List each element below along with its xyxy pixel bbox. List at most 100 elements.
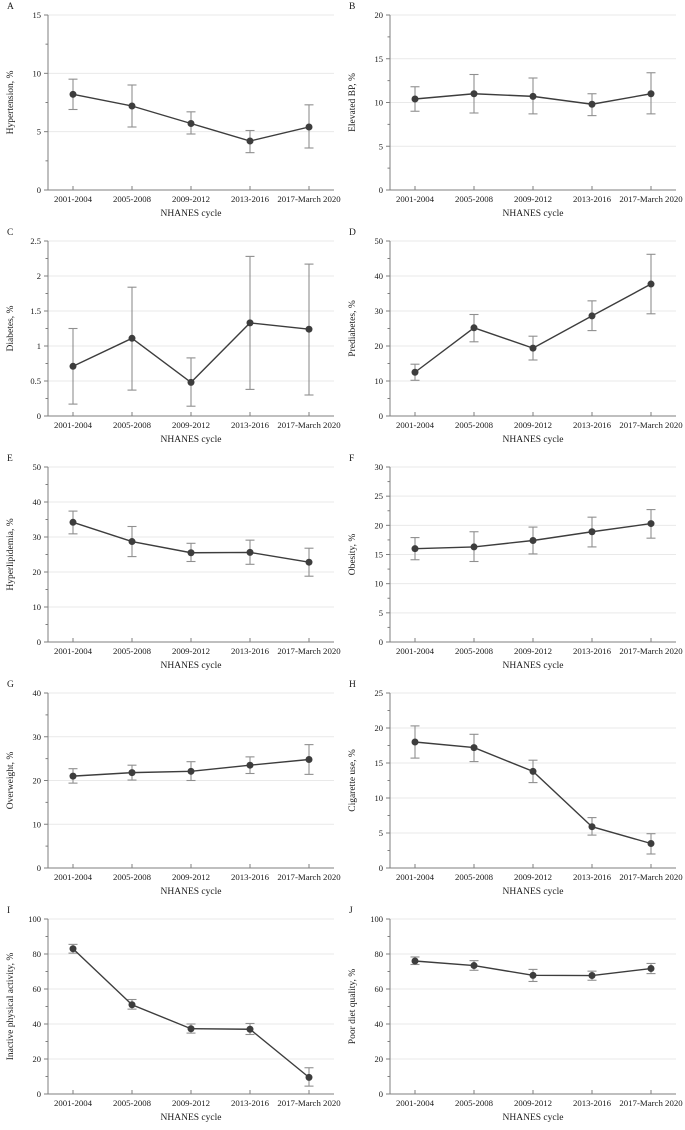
y-tick-label: 60 [33, 984, 42, 994]
panel-prediabetes: D 0 10 20 30 40 50 2001-2004 2005-2008 2009-2012… [342, 226, 685, 452]
data-point [128, 538, 136, 546]
x-tick-label: 2005-2008 [113, 1098, 152, 1108]
panel-letter-j: J [349, 906, 353, 916]
x-tick-label: 2005-2008 [455, 1098, 494, 1108]
y-axis-title: Hypertension, % [6, 70, 16, 134]
panel-letter-h: H [349, 680, 356, 690]
x-tick-label: 2017-March 2020 [277, 872, 341, 882]
y-tick-label: 0.5 [30, 376, 41, 386]
x-tick-label: 2009-2012 [514, 420, 552, 430]
hypertension-chart: 0 5 10 15 2001-2004 2005-2008 2009-2012 2013-20… [6, 10, 341, 219]
y-tick-label: 15 [33, 10, 42, 20]
x-tick-label: 2005-2008 [113, 420, 152, 430]
x-tick-label: 2017-March 2020 [619, 1098, 683, 1108]
data-point [588, 100, 596, 108]
panel-hyperlipidemia: E 0 10 20 30 40 50 2001-2004 2005-2008 2009-2012… [0, 452, 342, 678]
data-point [69, 945, 77, 953]
data-point [305, 123, 313, 131]
x-tick-label: 2001-2004 [396, 872, 435, 882]
elevated-bp-chart: 0 5 10 15 20 2001-2004 2005-2008 2009-2012 2013-… [348, 10, 683, 219]
y-tick-label: 30 [375, 462, 384, 472]
data-point [128, 102, 136, 110]
data-point [529, 92, 537, 100]
y-tick-label: 15 [375, 54, 384, 64]
x-tick-label: 2009-2012 [514, 872, 552, 882]
data-point [470, 90, 478, 98]
y-tick-label: 50 [33, 462, 42, 472]
data-point [470, 744, 478, 752]
y-tick-label: 5 [379, 828, 383, 838]
y-tick-label: 5 [379, 141, 383, 151]
x-tick-label: 2001-2004 [396, 646, 435, 656]
x-tick-label: 2017-March 2020 [619, 420, 683, 430]
y-tick-label: 0 [379, 863, 383, 873]
x-tick-label: 2013-2016 [573, 1098, 612, 1108]
data-point [69, 90, 77, 98]
x-tick-label: 2013-2016 [231, 1098, 270, 1108]
y-tick-label: 25 [375, 688, 384, 698]
data-point [187, 767, 195, 775]
data-point [69, 772, 77, 780]
y-axis-title: Overweight, % [6, 752, 16, 810]
y-tick-label: 0 [379, 1089, 383, 1099]
data-point [305, 325, 313, 333]
data-point [411, 95, 419, 103]
x-tick-label: 2005-2008 [455, 646, 494, 656]
y-tick-label: 10 [33, 68, 42, 78]
x-axis-title: NHANES cycle [161, 435, 222, 445]
y-axis-title: Diabetes, % [6, 305, 16, 351]
x-axis-title: NHANES cycle [161, 661, 222, 671]
prediabetes-chart: 0 10 20 30 40 50 2001-2004 2005-2008 2009-2012 20… [348, 236, 683, 445]
y-tick-label: 10 [33, 819, 42, 829]
data-point [128, 1001, 136, 1009]
x-axis-title: NHANES cycle [161, 887, 222, 897]
data-point [647, 965, 655, 973]
x-tick-label: 2017-March 2020 [619, 646, 683, 656]
panel-letter-c: C [7, 228, 14, 238]
y-tick-label: 30 [375, 306, 384, 316]
panel-letter-a: A [7, 2, 14, 12]
data-point [529, 767, 537, 775]
y-tick-label: 1 [37, 341, 41, 351]
y-tick-label: 0 [379, 637, 383, 647]
x-tick-label: 2017-March 2020 [277, 420, 341, 430]
x-tick-label: 2009-2012 [514, 646, 552, 656]
x-tick-label: 2005-2008 [113, 194, 152, 204]
y-tick-label: 30 [33, 732, 42, 742]
y-tick-label: 20 [375, 1054, 384, 1064]
x-tick-label: 2017-March 2020 [277, 646, 341, 656]
x-axis-title: NHANES cycle [161, 209, 222, 219]
x-tick-label: 2009-2012 [172, 194, 210, 204]
y-tick-label: 100 [28, 914, 41, 924]
data-point [187, 1025, 195, 1033]
data-point [128, 334, 136, 342]
y-tick-label: 5 [37, 127, 41, 137]
data-point [529, 971, 537, 979]
y-axis-title: Cigarette use, % [348, 749, 358, 812]
x-tick-label: 2005-2008 [113, 646, 152, 656]
x-tick-label: 2017-March 2020 [277, 194, 341, 204]
x-tick-label: 2001-2004 [54, 872, 93, 882]
x-tick-label: 2013-2016 [573, 194, 612, 204]
y-axis-title: Elevated BP, % [348, 73, 358, 132]
y-tick-label: 80 [33, 949, 42, 959]
y-tick-label: 10 [375, 579, 384, 589]
data-point [246, 548, 254, 556]
y-tick-label: 40 [375, 1019, 384, 1029]
x-tick-label: 2017-March 2020 [277, 1098, 341, 1108]
y-tick-label: 20 [375, 341, 384, 351]
data-point [187, 120, 195, 127]
y-tick-label: 40 [33, 497, 42, 507]
y-tick-label: 2 [37, 271, 41, 281]
obesity-chart: 0 5 10 15 20 25 30 2001-2004 2005-2008 2009-2012 2… [348, 462, 683, 671]
panel-hypertension: A 0 5 10 15 2001-2004 2005-2008 2009-2012 2013-… [0, 0, 342, 226]
x-tick-label: 2009-2012 [172, 646, 210, 656]
y-tick-label: 0 [37, 411, 41, 421]
series-line [72, 948, 310, 1078]
y-tick-label: 30 [33, 532, 42, 542]
y-axis-title: Prediabetes, % [348, 300, 358, 357]
y-tick-label: 0 [37, 637, 41, 647]
y-tick-label: 20 [375, 520, 384, 530]
panel-cigarette-use: H 0 5 10 15 20 25 2001-2004 2005-2008 2009-2012 2… [342, 678, 685, 904]
inactive-physical-activity-chart: 0 20 40 60 80 100 2001-2004 2005-2008 2009-2012 2… [6, 914, 341, 1123]
